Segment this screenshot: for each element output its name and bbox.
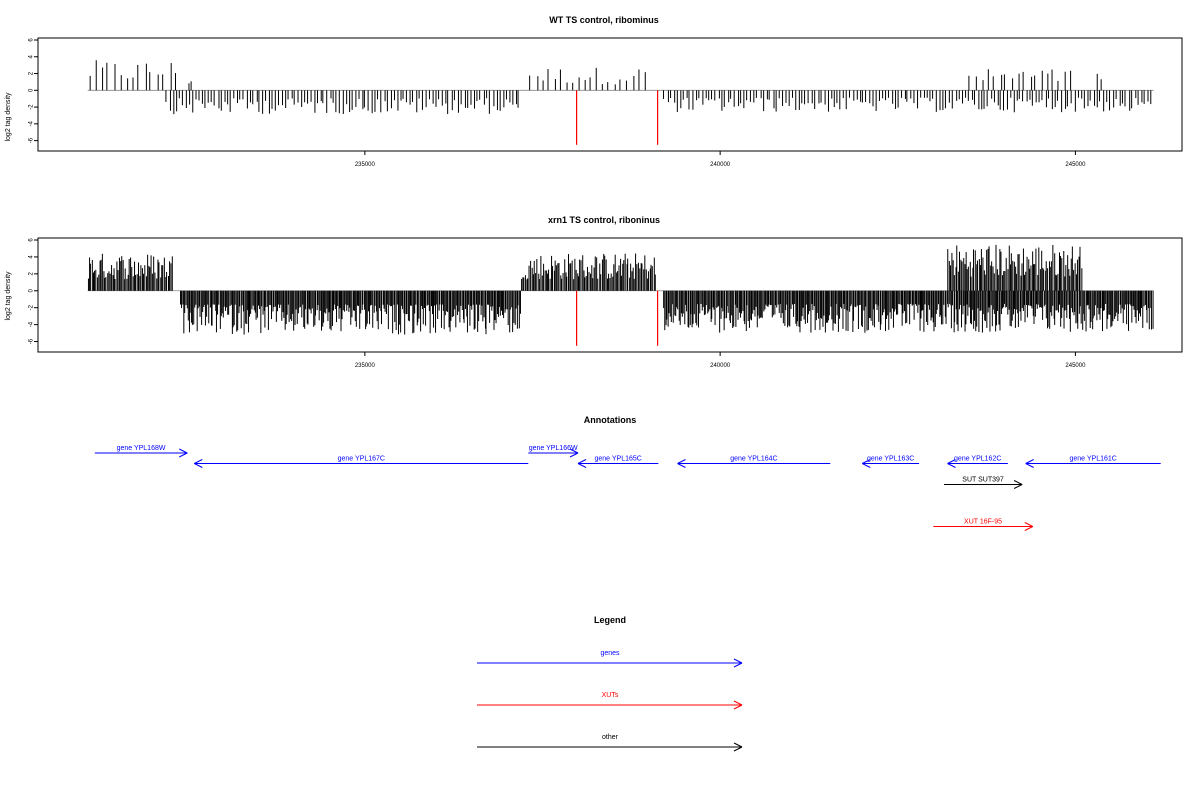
y-tick-label: 4 [29,54,35,58]
legend-panel: Legend genes XUTs other [477,615,743,752]
panel-title: xrn1 TS control, riboninus [548,215,660,225]
arrowhead [569,452,579,458]
plot-marks [87,60,1154,145]
plot-frame [37,237,1183,353]
arrowhead [1013,480,1023,485]
panel-title: WT TS control, ribominus [549,15,659,25]
legend-items: genes XUTs other [477,650,743,752]
arrowhead [733,704,743,710]
arrowhead [178,448,188,454]
annotation-label: gene YPL161C [1070,456,1117,463]
y-tick-label: 0 [29,88,35,92]
y-tick-label: -6 [29,137,35,143]
y-tick-label: 2 [29,71,35,75]
xrn1-density-panel: xrn1 TS control, riboninus log2 tag dens… [5,215,1183,369]
plot-marks [87,244,1154,346]
y-tick-label: 2 [29,272,35,276]
arrowhead [862,463,871,468]
annotation-label: gene YPL166W [529,445,578,452]
y-tick-label: 6 [29,38,35,42]
arrowhead [1024,522,1034,527]
x-tick-label: 235000 [355,363,376,369]
x-tick-label: 240000 [710,363,731,369]
annotation-label: gene YPL165C [594,456,641,463]
annotation-label: gene YPL162C [954,456,1001,463]
x-tick-label: 245000 [1065,162,1086,168]
arrowhead [1024,526,1034,531]
annotation-label: gene YPL164C [730,456,777,463]
legend-title: Legend [594,615,626,625]
y-tick-label: -6 [29,338,35,344]
arrowhead [569,448,579,454]
annotation-label: gene YPL167C [338,456,385,463]
annotation-label: SUT SUT397 [962,477,1004,484]
axes: 6 4 2 0 -2 -4 -6 235000 240000 245000 [29,38,1087,168]
annotation-label: gene YPL163C [867,456,914,463]
arrowhead [1025,459,1034,464]
annotation-label: gene YPL168W [117,445,166,452]
arrowhead [677,463,686,468]
arrowhead [947,459,956,464]
legend-label: genes [600,650,620,657]
y-axis-label: log2 tag density [5,271,12,321]
arrowhead [194,459,203,464]
x-tick-label: 240000 [710,162,731,168]
annotations-title: Annotations [584,415,637,425]
legend-label: XUTs [602,692,619,699]
arrowhead [677,459,686,464]
y-tick-label: 0 [29,288,35,292]
y-tick-label: -2 [29,304,35,310]
wt-density-panel: WT TS control, ribominus log2 tag densit… [5,15,1183,168]
plot-frame [37,37,1183,152]
arrowhead [733,742,743,748]
y-tick-label: -2 [29,104,35,110]
arrowhead [577,459,587,464]
arrowhead [947,463,956,468]
arrowhead [862,459,871,464]
x-tick-label: 235000 [355,162,376,168]
x-tick-label: 245000 [1065,363,1086,369]
arrowhead [178,452,188,458]
arrowhead [194,463,203,468]
y-axis-label: log2 tag density [5,92,12,142]
y-tick-label: -4 [29,321,35,327]
annotation-label: XUT 16F-95 [964,519,1002,526]
arrowhead [733,658,743,664]
arrowhead [577,463,587,468]
axes: 6 4 2 0 -2 -4 -6 235000 240000 245000 [29,238,1087,369]
y-tick-label: 4 [29,255,35,259]
legend-label: other [602,734,619,741]
arrowhead [1025,463,1034,468]
y-tick-label: -4 [29,121,35,127]
arrowhead [733,662,743,668]
annotation-items: gene YPL168W gene YPL167C gene YPL166W gene… [94,445,1161,531]
arrowhead [1013,484,1023,489]
arrowhead [733,700,743,706]
arrowhead [733,746,743,752]
y-tick-label: 6 [29,238,35,242]
